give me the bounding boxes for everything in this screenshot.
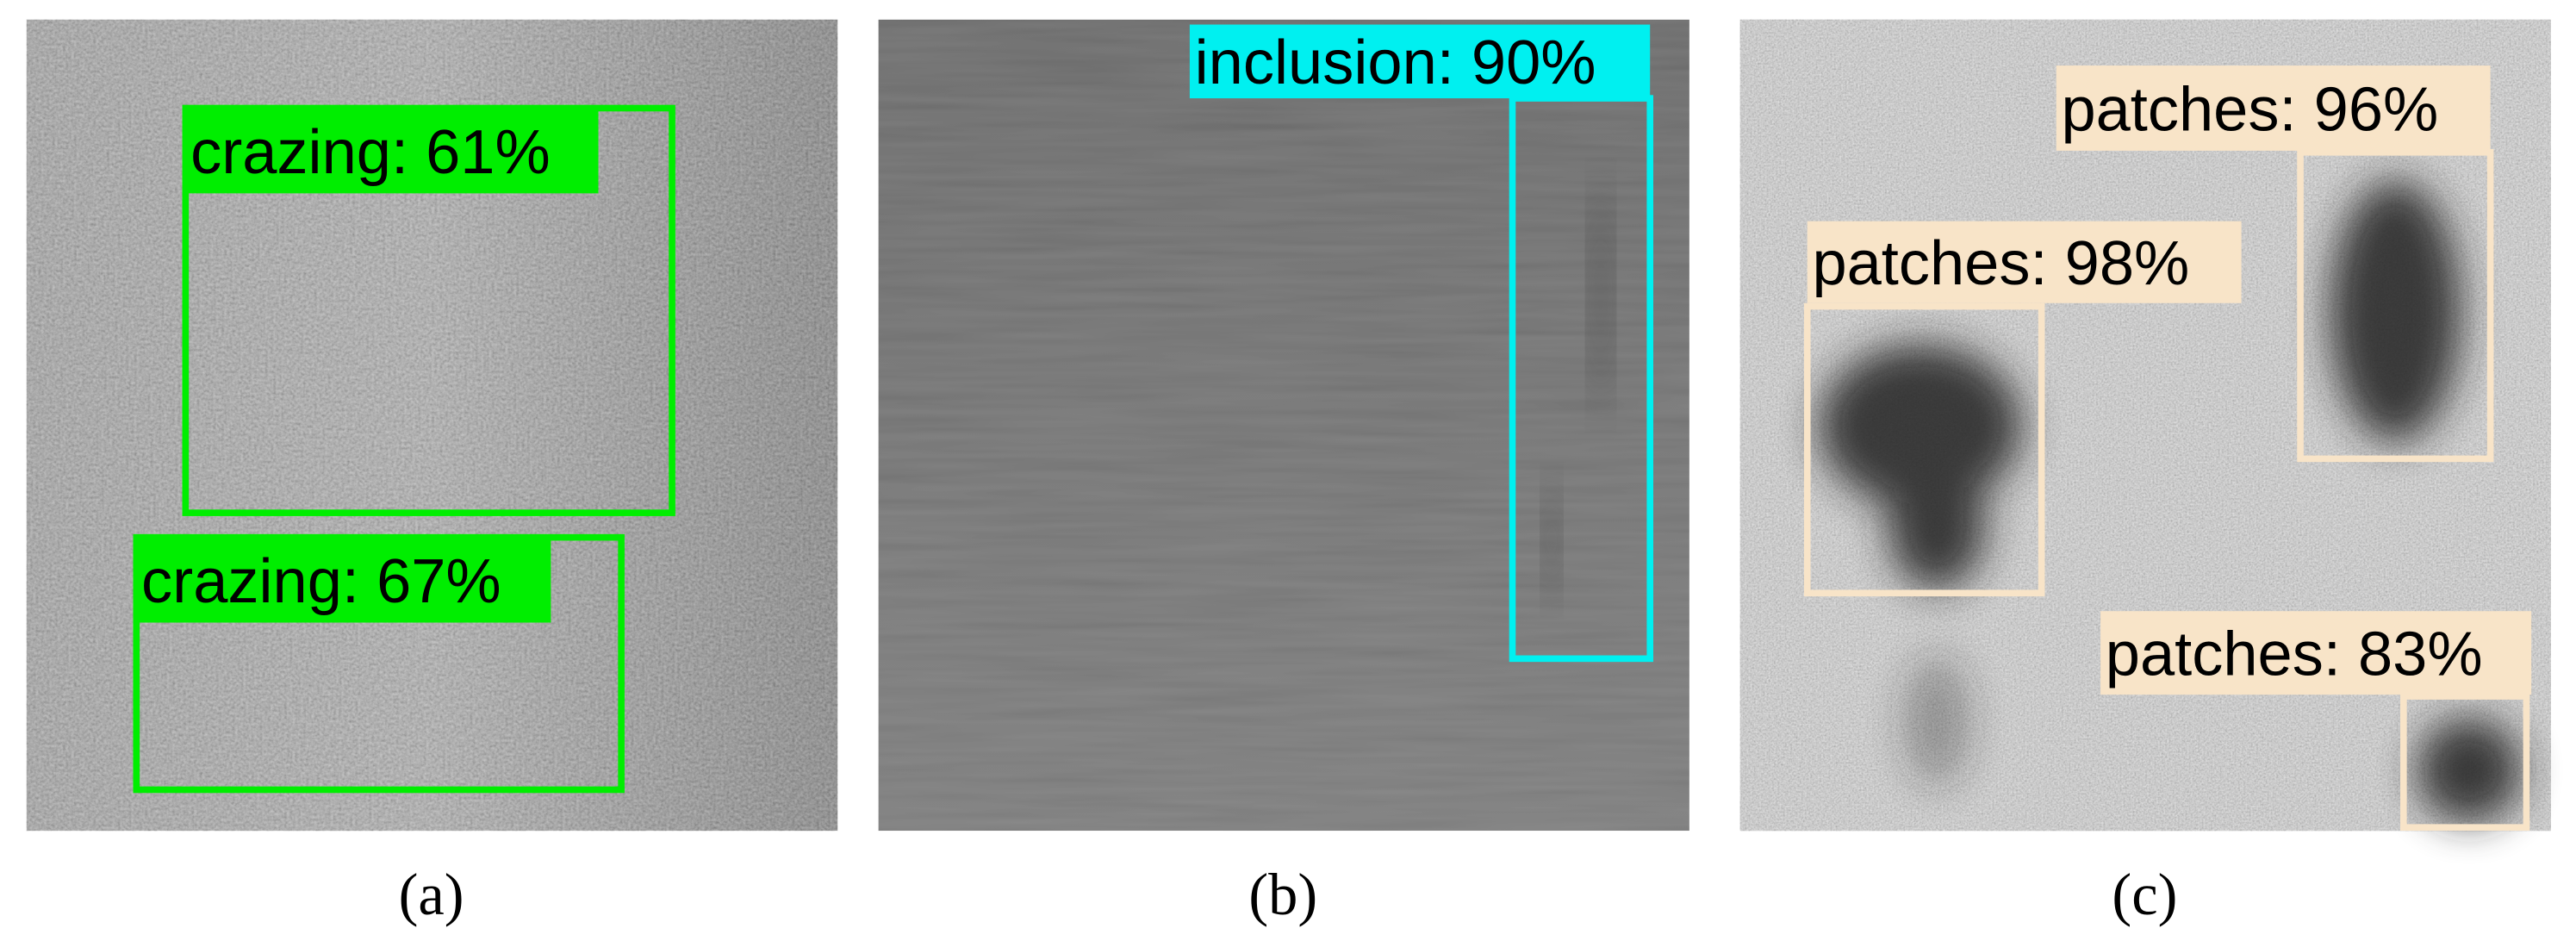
detection-label: patches: 83% — [2106, 620, 2483, 689]
panel-caption: (a) — [399, 862, 464, 927]
image-b — [878, 19, 1689, 832]
label-background — [136, 537, 551, 623]
label-background — [1807, 221, 2242, 303]
detection-label: patches: 98% — [1812, 229, 2189, 298]
panel-caption: (c) — [2112, 862, 2177, 927]
detection-label: crazing: 61% — [190, 118, 551, 187]
bounding-box — [2297, 149, 2494, 463]
detection-label: crazing: 67% — [141, 547, 501, 616]
bounding-box — [1803, 302, 2045, 597]
label-background — [2100, 611, 2532, 695]
detection-label: patches: 96% — [2061, 75, 2438, 144]
bounding-box — [2400, 693, 2530, 832]
label-background — [1189, 24, 1651, 99]
label-background — [2056, 65, 2491, 151]
detection-label: inclusion: 90% — [1195, 28, 1596, 97]
panel-caption: (b) — [1248, 862, 1317, 927]
label-background — [185, 108, 599, 194]
